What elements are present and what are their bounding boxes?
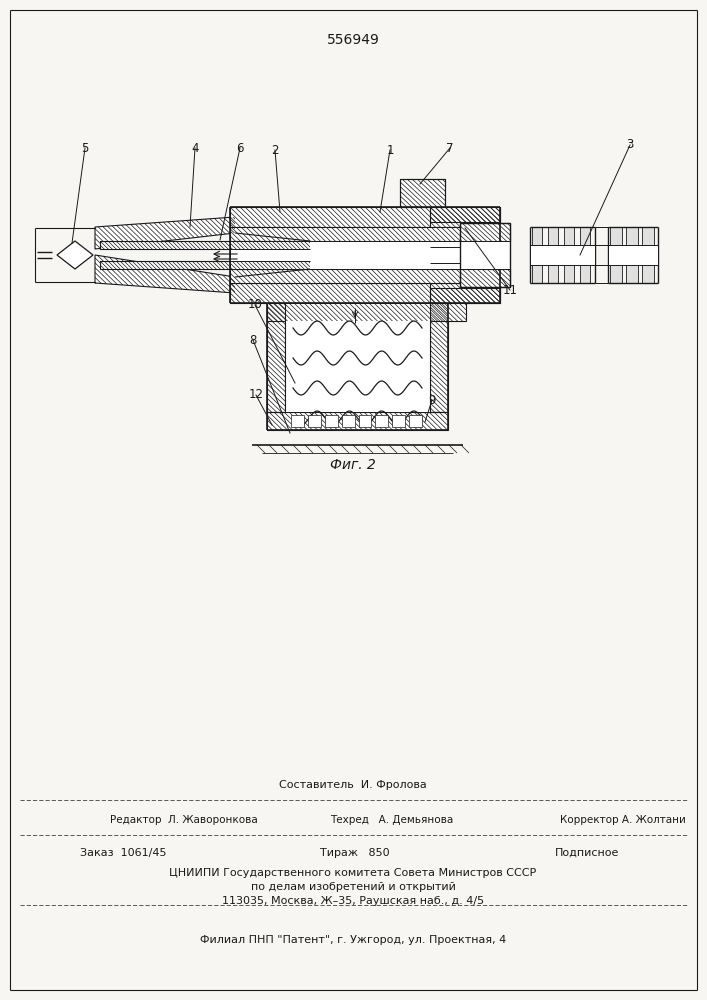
Polygon shape (460, 269, 510, 287)
Polygon shape (230, 207, 500, 227)
Polygon shape (460, 223, 510, 241)
Polygon shape (430, 207, 500, 222)
Polygon shape (267, 303, 466, 321)
Bar (392, 415, 405, 427)
Text: Заказ  1061/45: Заказ 1061/45 (80, 848, 167, 858)
Polygon shape (95, 255, 235, 293)
Bar (325, 415, 338, 427)
Bar (530, 245, 595, 265)
Polygon shape (400, 179, 445, 207)
Text: Филиал ПНП "Патент", г. Ужгород, ул. Проектная, 4: Филиал ПНП "Патент", г. Ужгород, ул. Про… (200, 935, 506, 945)
Bar (291, 415, 304, 427)
Polygon shape (230, 283, 500, 303)
Bar (358, 415, 371, 427)
Polygon shape (267, 303, 285, 412)
Bar (409, 415, 422, 427)
Text: Подписное: Подписное (555, 848, 619, 858)
Bar (460, 241, 510, 269)
Text: 5: 5 (81, 141, 88, 154)
Bar (308, 415, 321, 427)
Polygon shape (230, 269, 500, 283)
Text: 4: 4 (192, 141, 199, 154)
Text: 556949: 556949 (327, 33, 380, 47)
Bar (610, 227, 622, 283)
Text: Корректор А. Жолтани: Корректор А. Жолтани (560, 815, 686, 825)
Text: 9: 9 (428, 393, 436, 406)
Text: ЦНИИПИ Государственного комитета Совета Министров СССР: ЦНИИПИ Государственного комитета Совета … (170, 868, 537, 878)
Text: 6: 6 (236, 141, 244, 154)
Bar (608, 245, 658, 265)
Polygon shape (430, 288, 500, 303)
Polygon shape (100, 261, 310, 269)
Bar (375, 415, 388, 427)
Text: Тираж   850: Тираж 850 (320, 848, 390, 858)
Bar (532, 227, 542, 283)
Bar (341, 415, 354, 427)
Text: 3: 3 (626, 138, 633, 151)
Bar (548, 227, 558, 283)
Text: Составитель  И. Фролова: Составитель И. Фролова (279, 780, 427, 790)
Text: 113035, Москва, Ж–35, Раушская наб., д. 4/5: 113035, Москва, Ж–35, Раушская наб., д. … (222, 896, 484, 906)
Polygon shape (430, 303, 448, 412)
Bar (230, 241, 500, 269)
Polygon shape (100, 241, 310, 249)
Text: Редактор  Л. Жаворонкова: Редактор Л. Жаворонкова (110, 815, 258, 825)
Bar (580, 227, 590, 283)
Polygon shape (57, 241, 93, 269)
Polygon shape (267, 412, 448, 430)
Text: Техред   А. Демьянова: Техред А. Демьянова (330, 815, 453, 825)
Bar (642, 227, 654, 283)
Bar (626, 227, 638, 283)
Polygon shape (230, 227, 500, 241)
Bar (285, 303, 430, 412)
Bar (564, 227, 574, 283)
Text: 7: 7 (446, 141, 454, 154)
Text: Фиг. 2: Фиг. 2 (330, 458, 376, 472)
Text: 11: 11 (503, 284, 518, 296)
Text: 1: 1 (386, 143, 394, 156)
Text: по делам изобретений и открытий: по делам изобретений и открытий (250, 882, 455, 892)
Polygon shape (95, 217, 235, 249)
Text: 10: 10 (247, 298, 262, 312)
Text: 2: 2 (271, 143, 279, 156)
Text: 8: 8 (250, 334, 257, 347)
Text: 12: 12 (248, 388, 264, 401)
